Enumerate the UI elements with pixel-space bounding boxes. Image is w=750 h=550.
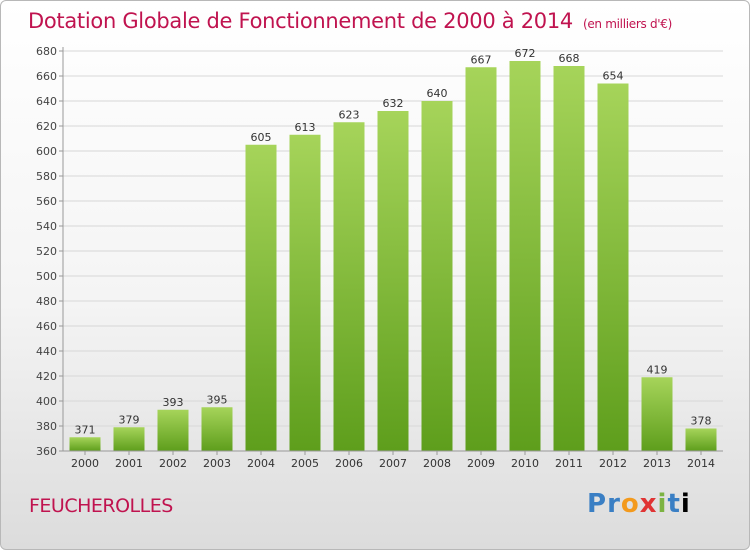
data-label: 605 (251, 131, 272, 144)
data-label: 371 (75, 423, 96, 436)
data-labels: 371 379 393 395 605 613 623 632 640 667 672 668 654 4… (75, 47, 712, 436)
logo-letter: x (639, 489, 658, 519)
bar (201, 407, 233, 451)
bar (685, 428, 717, 451)
x-tick-label: 2002 (159, 457, 187, 470)
bar (421, 101, 453, 451)
x-tick-label: 2011 (555, 457, 583, 470)
y-tick-label: 500 (36, 270, 57, 283)
y-tick-label: 460 (36, 320, 57, 333)
y-tick-label: 600 (36, 145, 57, 158)
chart-title: Dotation Globale de Fonctionnement de 20… (28, 9, 672, 33)
x-axis-ticks: 2000 2001 2002 2003 2004 2005 2006 2007 2008 2009… (71, 451, 715, 470)
x-tick-label: 2013 (643, 457, 671, 470)
data-label: 632 (383, 97, 404, 110)
chart-unit: (en milliers d'€) (582, 17, 672, 31)
bar (245, 144, 277, 451)
data-label: 613 (295, 121, 316, 134)
x-tick-label: 2000 (71, 457, 99, 470)
x-tick-label: 2014 (687, 457, 715, 470)
bar (553, 66, 585, 451)
x-tick-label: 2006 (335, 457, 363, 470)
data-label: 419 (647, 363, 668, 376)
axes (62, 47, 723, 452)
bars (69, 61, 717, 451)
logo-letter: i (657, 489, 668, 519)
data-label: 623 (339, 108, 360, 121)
proxiti-logo[interactable]: Proxiti (587, 489, 691, 519)
bar (289, 134, 321, 451)
x-tick-label: 2003 (203, 457, 231, 470)
x-tick-label: 2008 (423, 457, 451, 470)
bar (377, 111, 409, 451)
y-tick-label: 380 (36, 420, 57, 433)
bar (333, 122, 365, 451)
data-label: 672 (515, 47, 536, 60)
logo-letter: P (587, 489, 608, 519)
y-tick-label: 400 (36, 395, 57, 408)
y-tick-label: 660 (36, 70, 57, 83)
data-label: 393 (163, 396, 184, 409)
bar (465, 67, 497, 451)
y-tick-label: 620 (36, 120, 57, 133)
bar (509, 61, 541, 451)
y-axis-ticks: 360 380 400 420 440 460 480 500 520 540 560 580 600 6… (36, 45, 63, 458)
data-label: 640 (427, 87, 448, 100)
y-tick-label: 420 (36, 370, 57, 383)
logo-letter: t (667, 489, 681, 519)
bar (113, 427, 145, 451)
commune-name: FEUCHEROLLES (29, 495, 173, 517)
x-tick-label: 2009 (467, 457, 495, 470)
logo-letter: i (680, 489, 691, 519)
x-tick-label: 2005 (291, 457, 319, 470)
bar (69, 437, 101, 451)
logo-letter: r (607, 489, 621, 519)
data-label: 668 (559, 52, 580, 65)
data-label: 667 (471, 53, 492, 66)
y-tick-label: 520 (36, 245, 57, 258)
data-label: 379 (119, 413, 140, 426)
y-tick-label: 580 (36, 170, 57, 183)
bar (641, 377, 673, 451)
data-label: 395 (207, 393, 228, 406)
x-tick-label: 2010 (511, 457, 539, 470)
data-label: 654 (603, 70, 624, 83)
x-tick-label: 2007 (379, 457, 407, 470)
y-tick-label: 440 (36, 345, 57, 358)
y-tick-label: 360 (36, 445, 57, 458)
bar (597, 83, 629, 451)
x-tick-label: 2001 (115, 457, 143, 470)
bar (157, 409, 189, 451)
chart-title-text: Dotation Globale de Fonctionnement de 20… (28, 9, 573, 33)
y-tick-label: 680 (36, 45, 57, 58)
y-tick-label: 560 (36, 195, 57, 208)
y-tick-label: 480 (36, 295, 57, 308)
y-tick-label: 640 (36, 95, 57, 108)
x-tick-label: 2012 (599, 457, 627, 470)
y-tick-label: 540 (36, 220, 57, 233)
data-label: 378 (691, 415, 712, 428)
logo-letter: o (620, 489, 640, 519)
x-tick-label: 2004 (247, 457, 275, 470)
